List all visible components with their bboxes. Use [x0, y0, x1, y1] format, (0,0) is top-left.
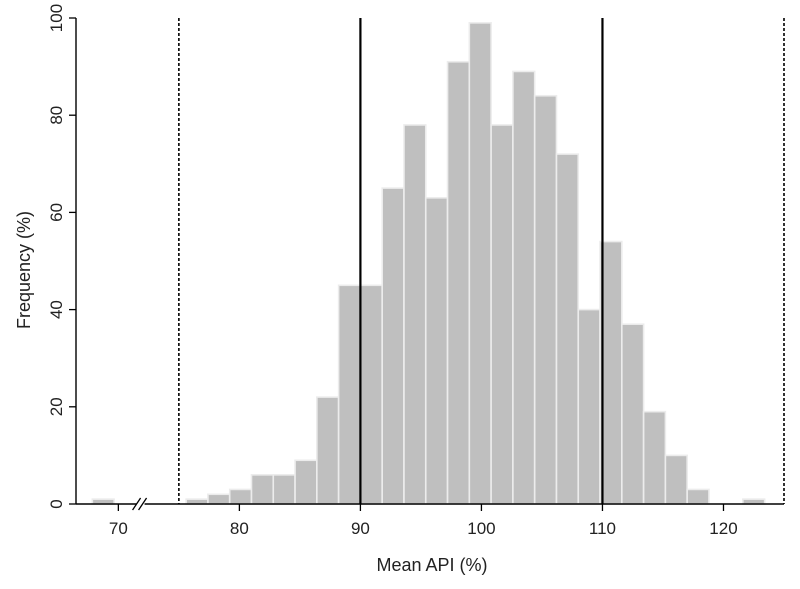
y-tick-label: 20: [47, 397, 66, 416]
histogram-bar: [686, 488, 710, 505]
histogram-bar: [207, 493, 231, 505]
histogram-bar: [272, 474, 296, 505]
y-tick-label: 60: [47, 203, 66, 222]
x-axis-label: Mean API (%): [376, 555, 487, 575]
histogram-bar: [555, 153, 580, 505]
x-tick-label: 100: [467, 519, 495, 538]
histogram-bar: [91, 498, 115, 505]
x-tick-label: 80: [230, 519, 249, 538]
histogram-bar: [359, 284, 383, 505]
x-tick-label: 70: [109, 519, 128, 538]
histogram-bar: [621, 323, 645, 505]
axis-break-mark: [132, 497, 142, 511]
histogram-bar: [294, 459, 318, 505]
axis-break-mark: [138, 497, 148, 511]
histogram-bars: [91, 22, 766, 505]
histogram-bar: [577, 308, 601, 505]
histogram-bar: [512, 70, 536, 505]
x-axis-ticks: 70 80 90 100 110 120: [109, 504, 738, 538]
x-tick-label: 90: [351, 519, 370, 538]
histogram-bar: [228, 488, 253, 505]
histogram-bar: [381, 187, 405, 505]
histogram-bar: [533, 94, 558, 505]
histogram-bar: [316, 396, 340, 505]
histogram-bar: [642, 410, 667, 505]
histogram-bar: [468, 22, 492, 505]
histogram-bar: [185, 498, 209, 505]
y-tick-label: 40: [47, 300, 66, 319]
histogram-bar: [403, 124, 427, 505]
histogram-bar: [250, 474, 275, 505]
y-axis-ticks: 0 20 40 60 80 100: [47, 4, 76, 509]
y-tick-label: 100: [47, 4, 66, 32]
x-tick-label: 110: [589, 519, 616, 538]
histogram-bar: [742, 498, 766, 505]
histogram-bar: [490, 124, 514, 505]
histogram-bar: [424, 197, 449, 505]
histogram-bar: [446, 60, 471, 505]
reference-lines: [178, 18, 785, 504]
axes: [75, 18, 784, 511]
histogram-bar: [337, 284, 362, 505]
x-tick-label: 120: [709, 519, 737, 538]
y-tick-label: 80: [47, 106, 66, 125]
y-tick-label: 0: [47, 499, 66, 508]
y-axis-label: Frequency (%): [14, 211, 34, 329]
histogram-bar: [664, 454, 688, 505]
